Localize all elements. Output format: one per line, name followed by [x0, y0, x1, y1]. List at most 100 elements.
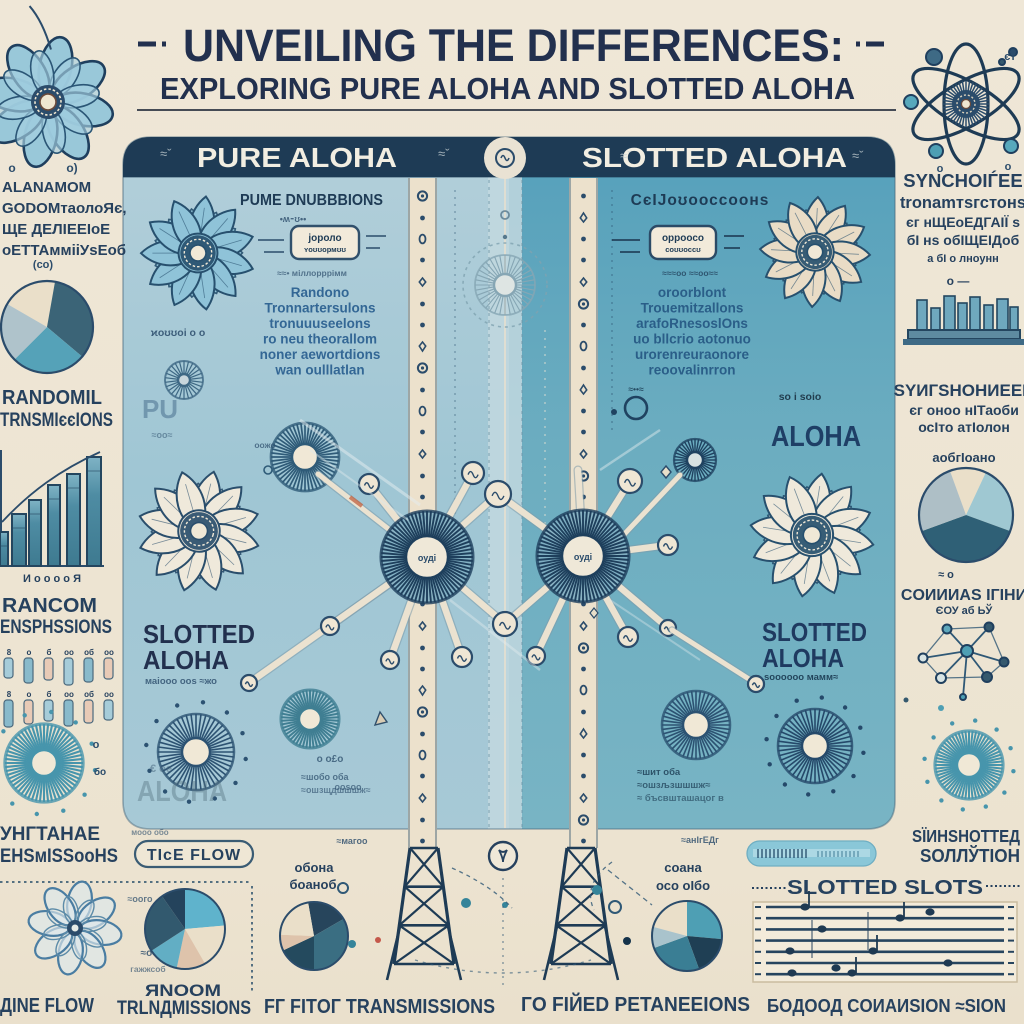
svg-text:ALOHA: ALOHA	[771, 421, 861, 453]
svg-text:ЯNООM: ЯNООM	[145, 981, 221, 1000]
svg-text:≈ˇ: ≈ˇ	[438, 146, 450, 161]
svg-text:oroorblont: oroorblont	[658, 285, 727, 300]
svg-text:TIсE FLOW: TIсE FLOW	[147, 847, 241, 864]
svg-text:ЕНЅмІЅЅооНЅ: ЕНЅмІЅЅооНЅ	[0, 846, 118, 867]
svg-text:гажжсоб: гажжсоб	[130, 964, 165, 974]
svg-text:мооо обо: мооо обо	[131, 828, 169, 837]
svg-text:оо: оо	[64, 690, 74, 699]
svg-text:єт: єт	[1004, 51, 1016, 63]
svg-text:RANCOM: RANCOM	[2, 595, 97, 617]
svg-text:об: об	[84, 648, 94, 657]
svg-text:8: 8	[7, 648, 12, 657]
svg-text:TRNSMIєєIONS: TRNSMIєєIONS	[0, 410, 113, 431]
svg-text:uo bllcrio aotonuo: uo bllcrio aotonuo	[633, 332, 751, 347]
svg-text:оо: оо	[104, 648, 114, 657]
svg-text:ro neu theorallom: ro neu theorallom	[263, 332, 377, 347]
svg-text:reoovalinrron: reoovalinrron	[648, 363, 735, 378]
svg-text:≈ о: ≈ о	[938, 569, 954, 581]
svg-text:Tronnartersulons: Tronnartersulons	[264, 301, 375, 316]
svg-text:оЕТТАммііУѕЕоб: оЕТТАммііУѕЕоб	[2, 242, 126, 259]
svg-text:≈ошзщдшшшж≈: ≈ошзщдшшшж≈	[301, 785, 371, 795]
svg-text:б: б	[47, 648, 52, 657]
svg-text:≈≈• міллорррімм: ≈≈• міллорррімм	[277, 268, 347, 278]
svg-text:≈оого: ≈оого	[127, 894, 153, 904]
svg-text:(со): (со)	[33, 259, 54, 271]
svg-text:ГO FIЙED РETANЕЕІONS: ГO FIЙED РETANЕЕІONS	[521, 992, 750, 1016]
svg-text:€ ое: € ое	[150, 763, 172, 775]
svg-text:≈••≈: ≈••≈	[628, 384, 644, 394]
svg-text:ʏоʊʊормʊʊ: ʏоʊʊормʊʊ	[304, 245, 346, 254]
svg-text:о о£о: о о£о	[317, 754, 344, 765]
svg-text:маіооо ооѕ ≈жо: маіооо ооѕ ≈жо	[145, 676, 217, 687]
svg-text:8: 8	[7, 690, 12, 699]
svg-text:FГ FІTОГ TRANSMISSIONS: FГ FІTОГ TRANSMISSIONS	[264, 996, 495, 1018]
svg-text:оожо: оожо	[254, 440, 275, 450]
svg-text:о): о)	[66, 161, 77, 175]
svg-text:соана: соана	[664, 860, 702, 875]
svg-text:≈шобо оба: ≈шобо оба	[301, 772, 350, 782]
svg-text:ALOHA: ALOHA	[137, 776, 227, 808]
svg-text:SЇИНЅНОТТЕД: SЇИНЅНОТТЕД	[912, 826, 1020, 846]
svg-text:о: о	[27, 648, 32, 657]
svg-text:о —: о —	[947, 274, 970, 288]
svg-text:UNVEILING THE DIFFERENCES:: UNVEILING THE DIFFERENCES:	[183, 20, 844, 71]
svg-text:ϳороло: ϳороло	[307, 233, 341, 244]
svg-text:ооѕоо: ооѕоо	[335, 782, 362, 792]
svg-text:•ʍ⁃ʊ••: •ʍ⁃ʊ••	[280, 214, 307, 224]
svg-text:noner aewortdions: noner aewortdions	[260, 347, 381, 362]
svg-text:Randono: Randono	[291, 285, 350, 300]
svg-text:БOДOОД COИАИЅІON ≈ЅІОN: БOДOОД COИАИЅІON ≈ЅІОN	[767, 996, 1006, 1016]
svg-text:ЄОУ аб ЬЎ: ЄОУ аб ЬЎ	[936, 604, 993, 617]
svg-text:єг нЩЕоЕДГАІЇ ѕ: єг нЩЕоЕДГАІЇ ѕ	[906, 214, 1020, 230]
svg-text:осо оІбо: осо оІбо	[656, 878, 710, 893]
svg-text:УНГТАНАЕ: УНГТАНАЕ	[0, 824, 100, 845]
svg-text:бІ нѕ обІЩЕІДоб: бІ нѕ обІЩЕІДоб	[907, 232, 1020, 248]
svg-text:обона: обона	[295, 860, 335, 875]
svg-text:≈магоо: ≈магоо	[336, 836, 368, 846]
svg-text:оо: оо	[104, 690, 114, 699]
svg-text:≈ˇ: ≈ˇ	[852, 148, 864, 163]
svg-text:о: о	[27, 690, 32, 699]
svg-text:ENSPHSSIONS: ENSPHSSIONS	[0, 617, 112, 638]
svg-text:Trouemitzallons: Trouemitzallons	[641, 301, 744, 316]
svg-text:≈≈≈оо ≈≈оо≈≈: ≈≈≈оо ≈≈оо≈≈	[662, 268, 718, 278]
svg-text:≈анІгЕДг: ≈анІгЕДг	[681, 835, 719, 845]
svg-text:TRLNДMІЅЅIONS: TRLNДMІЅЅIONS	[117, 998, 251, 1019]
svg-text:И о о о о Я: И о о о о Я	[23, 573, 81, 585]
svg-text:о: о	[1005, 161, 1012, 173]
svg-text:≈ˇ: ≈ˇ	[620, 148, 632, 163]
svg-text:боаноб: боаноб	[289, 877, 336, 892]
svg-text:RANDOMIL: RANDOMIL	[2, 387, 102, 409]
svg-text:wan oulllatlan: wan oulllatlan	[274, 363, 364, 378]
svg-text:о: о	[937, 163, 944, 175]
svg-text:а бІ о лноунн: а бІ о лноунн	[927, 253, 998, 265]
svg-text:о: о	[93, 739, 100, 751]
svg-text:ALOHA: ALOHA	[143, 647, 229, 675]
svg-text:аобгІоано: аобгІоано	[932, 450, 995, 465]
svg-text:SYNCHOІЃЕЕ: SYNCHOІЃЕЕ	[903, 170, 1022, 191]
svg-text:оуді: оуді	[574, 552, 592, 562]
svg-text:ϰоʊʊоі о о: ϰоʊʊоі о о	[151, 327, 206, 339]
svg-text:arafoRnesoslOns: arafoRnesoslOns	[636, 316, 748, 331]
svg-text:SLOTTED ALOHA: SLOTTED ALOHA	[582, 142, 847, 173]
svg-text:tronuuuseelons: tronuuuseelons	[269, 316, 370, 331]
svg-text:орроосо: орроосо	[662, 233, 704, 244]
svg-text:оуді: оуді	[418, 553, 436, 563]
svg-text:осІто атІолон: осІто атІолон	[918, 419, 1010, 435]
svg-text:ДINE FLOW: ДINE FLOW	[0, 995, 94, 1017]
svg-text:ЅОЛЛЎТІОН: ЅОЛЛЎТІОН	[920, 845, 1020, 866]
svg-text:єг оноо нІТаоби: єг оноо нІТаоби	[909, 402, 1019, 418]
svg-text:SLOTTED SLOTS: SLOTTED SLOTS	[787, 876, 983, 899]
svg-text:б: б	[47, 690, 52, 699]
svg-text:tronamтѕгстонѕ: tronamтѕгстонѕ	[900, 194, 1024, 212]
svg-text:urorenreuraonore: urorenreuraonore	[635, 347, 750, 362]
svg-text:≈шит оба: ≈шит оба	[637, 767, 681, 778]
svg-text:PU: PU	[142, 394, 178, 424]
svg-text:CєІЈоʊооссоонѕ: CєІЈоʊооссоонѕ	[631, 192, 770, 209]
svg-text:ALANAMOM: ALANAMOM	[2, 179, 91, 196]
svg-text:CОИИИАЅ IГІНИ: CОИИИАЅ IГІНИ	[901, 587, 1024, 604]
svg-text:соʊʊоссʊ: соʊʊоссʊ	[665, 245, 701, 254]
svg-text:≈оо≈: ≈оо≈	[152, 430, 173, 440]
svg-text:EXPLORING PURE ALOHA AND SLOTT: EXPLORING PURE ALOHA AND SLOTTED ALOHA	[160, 72, 855, 106]
svg-text:PURE ALOHA: PURE ALOHA	[197, 142, 397, 173]
